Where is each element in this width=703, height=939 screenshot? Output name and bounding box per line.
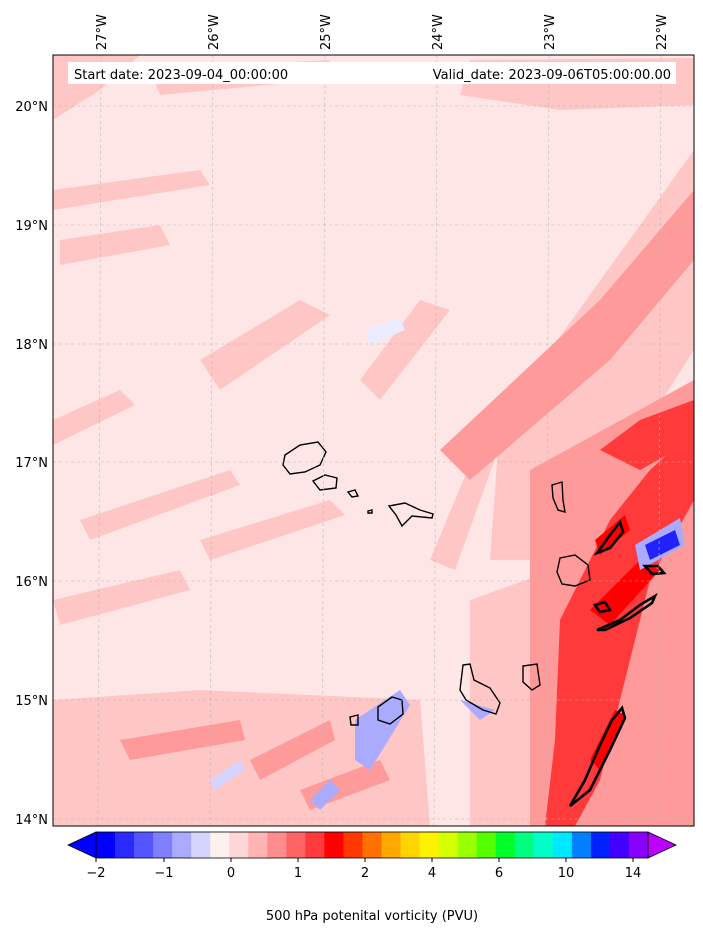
longitude-label: 24°W bbox=[431, 14, 446, 50]
map-gridlines bbox=[53, 55, 694, 826]
colorbar-segment bbox=[381, 832, 402, 858]
colorbar-segment bbox=[286, 832, 306, 858]
colorbar-segment bbox=[400, 832, 421, 858]
latitude-label: 18°N bbox=[15, 338, 48, 353]
colorbar-tick-label: −2 bbox=[86, 866, 105, 881]
colorbar-tick-label: 0 bbox=[227, 866, 235, 881]
colorbar-segment bbox=[457, 832, 478, 858]
colorbar-segment bbox=[210, 832, 230, 858]
colorbar-tick-label: −1 bbox=[154, 866, 173, 881]
colorbar-segment bbox=[628, 832, 649, 858]
pv-negative-areas bbox=[210, 318, 685, 810]
latitude-labels: 20°N 19°N 18°N 17°N 16°N 15°N 14°N bbox=[15, 100, 48, 828]
colorbar-segment bbox=[134, 832, 154, 858]
colorbar-segment bbox=[115, 832, 135, 858]
colorbar-segment bbox=[514, 832, 535, 858]
map-plot-area: Start date: 2023-09-04_00:00:00 Valid_da… bbox=[53, 55, 694, 826]
colorbar-segment bbox=[476, 832, 497, 858]
colorbar-segment bbox=[362, 832, 383, 858]
colorbar-segment bbox=[438, 832, 459, 858]
colorbar-tick-label: 2 bbox=[361, 866, 369, 881]
colorbar-extend-left bbox=[67, 831, 97, 859]
colorbar-extend-right bbox=[647, 831, 677, 859]
colorbar-segment bbox=[96, 832, 116, 858]
longitude-label: 22°W bbox=[655, 14, 670, 50]
colorbar-segment bbox=[267, 832, 287, 858]
colorbar-tick-label: 4 bbox=[428, 866, 436, 881]
latitude-label: 15°N bbox=[15, 694, 48, 709]
colorbar-ticks: −2 −1 0 1 2 4 6 10 14 bbox=[86, 858, 641, 881]
meridian-line bbox=[657, 55, 662, 826]
latitude-label: 14°N bbox=[15, 813, 48, 828]
colorbar-title: 500 hPa potenital vorticity (PVU) bbox=[266, 909, 478, 924]
header-box bbox=[68, 62, 676, 84]
colorbar-segment bbox=[153, 832, 173, 858]
start-date-label: Start date: 2023-09-04_00:00:00 bbox=[74, 68, 288, 83]
colorbar-segment bbox=[324, 832, 344, 858]
colorbar-segment bbox=[343, 832, 363, 858]
colorbar-segment bbox=[590, 832, 611, 858]
colorbar bbox=[67, 831, 677, 859]
colorbar-segment bbox=[419, 832, 440, 858]
colorbar-segment bbox=[172, 832, 192, 858]
colorbar-tick-label: 14 bbox=[625, 866, 642, 881]
longitude-labels: 27°W 26°W 25°W 24°W 23°W 22°W bbox=[95, 14, 670, 50]
longitude-label: 23°W bbox=[543, 14, 558, 50]
map-frame bbox=[52, 54, 695, 827]
colorbar-segment bbox=[571, 832, 592, 858]
meridian-line bbox=[433, 55, 438, 826]
pv-strong-core bbox=[545, 400, 694, 826]
longitude-label: 26°W bbox=[207, 14, 222, 50]
colorbar-segment bbox=[495, 832, 516, 858]
latitude-label: 17°N bbox=[15, 456, 48, 471]
colorbar-tick-label: 10 bbox=[558, 866, 575, 881]
latitude-label: 16°N bbox=[15, 575, 48, 590]
meridian-line bbox=[97, 55, 102, 826]
pv-thick-contours bbox=[568, 519, 667, 808]
colorbar-segment bbox=[552, 832, 573, 858]
valid-date-label: Valid_date: 2023-09-06T05:00:00.00 bbox=[433, 68, 671, 83]
colorbar-tick-label: 1 bbox=[294, 866, 302, 881]
meridian-line bbox=[209, 55, 214, 826]
colorbar-segment bbox=[609, 832, 630, 858]
colorbar-segment bbox=[229, 832, 249, 858]
colorbar-tick-label: 6 bbox=[495, 866, 503, 881]
longitude-label: 25°W bbox=[319, 14, 334, 50]
island-contours bbox=[282, 441, 591, 726]
longitude-label: 27°W bbox=[95, 14, 110, 50]
latitude-label: 19°N bbox=[15, 219, 48, 234]
colorbar-frame bbox=[95, 831, 649, 859]
colorbar-segment bbox=[191, 832, 211, 858]
colorbar-segment bbox=[533, 832, 554, 858]
meridian-line bbox=[321, 55, 326, 826]
meridian-line bbox=[545, 55, 550, 826]
latitude-label: 20°N bbox=[15, 100, 48, 115]
colorbar-segment bbox=[248, 832, 268, 858]
colorbar-segment bbox=[305, 832, 325, 858]
